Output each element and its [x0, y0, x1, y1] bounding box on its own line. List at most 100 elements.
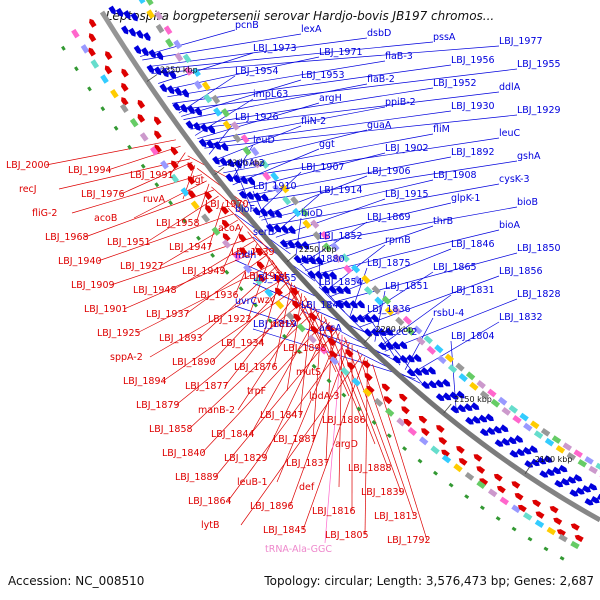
gene-leader-forward: [318, 286, 370, 338]
gene-leader-reverse: [185, 254, 268, 315]
cog-block: [577, 459, 588, 468]
cog-block: [182, 53, 192, 64]
gene-label-forward: LBJ_1971: [319, 47, 363, 58]
forward-gene-arrow: [470, 402, 480, 410]
gene-label-forward: ggt: [319, 139, 335, 150]
reverse-gene-arrow: [403, 418, 413, 427]
gene-leader-reverse: [338, 334, 343, 488]
reverse-gene-arrow: [256, 261, 265, 270]
gene-leader-forward: [232, 148, 320, 186]
forward-gene-arrow: [584, 498, 594, 506]
gene-label-reverse: LBJ_1937: [146, 309, 190, 320]
reverse-gene-arrow: [511, 481, 521, 489]
cog-block: [444, 353, 455, 363]
cog-block: [275, 300, 285, 310]
forward-gene-arrow: [286, 239, 295, 249]
cog-block: [392, 305, 402, 315]
gene-leader-forward: [151, 45, 500, 74]
reverse-gene-arrow: [329, 350, 338, 359]
gene-label-forward: thrB: [433, 216, 453, 227]
cog-block: [423, 335, 433, 345]
gene-label-forward: LBJ_1952: [433, 78, 477, 89]
cog-block: [395, 316, 405, 326]
gc-mark: [154, 182, 160, 188]
forward-gene-arrow: [537, 456, 547, 465]
cog-block: [154, 10, 164, 21]
gene-label-reverse: LBJ_1889: [175, 472, 219, 483]
gene-leader-forward: [329, 248, 452, 298]
forward-gene-arrow: [427, 366, 436, 375]
reverse-gene-arrow: [345, 349, 354, 358]
gene-leader-rna: [324, 334, 343, 544]
forward-gene-arrow: [194, 107, 202, 116]
gene-label-reverse: LBJ_1839: [361, 487, 405, 498]
gene-leader-reverse: [195, 183, 210, 224]
cog-block: [262, 171, 272, 181]
gc-mark: [356, 406, 362, 412]
cog-block: [512, 415, 522, 424]
cog-block: [332, 253, 343, 263]
gene-label-forward: LBJ_1855: [253, 273, 297, 284]
forward-gene-arrow: [266, 208, 275, 218]
gc-mark: [253, 302, 258, 308]
cog-block: [100, 74, 109, 84]
gene-label-reverse: LBJ_1792: [387, 535, 431, 546]
reverse-gene-arrow: [383, 396, 393, 405]
gene-label-forward: LBJ_1865: [433, 262, 477, 273]
forward-gene-arrow: [315, 256, 323, 265]
reverse-gene-arrow: [154, 144, 162, 154]
gene-leader-forward: [199, 106, 386, 143]
gene-label-reverse: LBJ_1924: [244, 271, 288, 282]
cog-block: [240, 134, 250, 144]
cog-block: [296, 323, 306, 333]
reverse-gene-arrow: [292, 300, 301, 309]
gene-label-forward: LBJ_1856: [499, 266, 543, 277]
forward-gene-arrow: [181, 88, 189, 98]
forward-gene-arrow: [463, 403, 473, 411]
gene-label-forward: pssA: [433, 32, 456, 43]
gene-leader-reverse: [208, 201, 224, 248]
gene-label-forward: bioF: [235, 204, 255, 215]
gene-leader-forward: [359, 275, 500, 328]
gene-label-reverse: acoA: [218, 223, 242, 234]
forward-gene-arrow: [342, 285, 351, 295]
gene-label-forward: LBJ_1910: [253, 181, 297, 192]
gene-label-reverse: LBJ_1994: [68, 165, 112, 176]
gene-leader-reverse: [71, 174, 202, 214]
gene-label-forward: gshA: [517, 151, 541, 162]
forward-gene-arrow: [567, 476, 577, 484]
gene-label-forward: serB: [253, 227, 274, 238]
forward-gene-arrow: [300, 255, 309, 264]
reverse-gene-arrow: [574, 534, 584, 543]
cog-block: [320, 230, 330, 241]
forward-gene-arrow: [200, 123, 208, 133]
gene-leader-forward: [183, 83, 368, 120]
gene-label-reverse: leuB-1: [237, 477, 268, 488]
feature-tracks: [61, 0, 600, 561]
forward-gene-arrow: [569, 489, 579, 497]
reverse-gene-arrow: [238, 233, 247, 243]
forward-gene-arrow: [246, 191, 254, 200]
gene-label-forward: fliN-2: [301, 116, 326, 127]
reverse-gene-arrow: [255, 247, 264, 257]
reverse-gene-arrow: [362, 360, 371, 369]
gc-mark: [433, 470, 438, 476]
gc-mark: [402, 446, 408, 452]
forward-gene-arrow: [349, 300, 358, 309]
reverse-gene-arrow: [89, 18, 97, 28]
forward-gene-arrow: [406, 368, 416, 377]
gene-label-reverse: trpF: [247, 386, 266, 397]
gene-label-reverse: LBJ_1936: [195, 290, 239, 301]
gene-label-reverse: LBJ_1876: [234, 362, 278, 373]
reverse-gene-arrow: [273, 274, 282, 283]
gene-leader-reverse: [146, 195, 219, 243]
gc-mark: [224, 269, 230, 275]
kbp-tick-label: 2350 kbp: [160, 66, 198, 75]
forward-gene-arrow: [406, 354, 415, 363]
gene-label-forward: LBJ_1832: [499, 312, 543, 323]
cog-block: [441, 454, 452, 464]
gene-leader-reverse: [273, 282, 293, 368]
forward-gene-arrow: [166, 85, 175, 95]
gene-leader-reverse: [250, 311, 320, 435]
gene-label-forward: LBJ_1852: [319, 231, 363, 242]
